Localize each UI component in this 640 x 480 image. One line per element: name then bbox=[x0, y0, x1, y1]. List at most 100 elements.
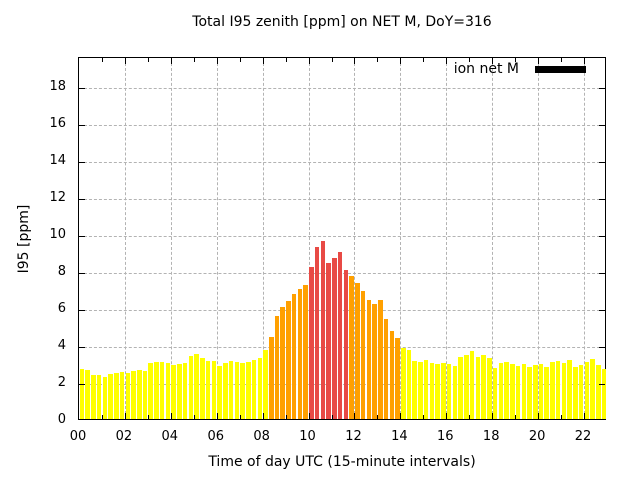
x-tick-label: 12 bbox=[345, 429, 362, 444]
tick-mark bbox=[124, 413, 126, 419]
tick-mark bbox=[308, 58, 310, 64]
tick-mark bbox=[216, 58, 218, 64]
bar bbox=[291, 294, 297, 419]
bar bbox=[286, 301, 291, 419]
tick-mark bbox=[469, 58, 471, 62]
bar bbox=[257, 357, 263, 419]
tick-mark bbox=[377, 415, 379, 419]
gridline-y bbox=[79, 87, 605, 89]
bar bbox=[171, 365, 176, 419]
tick-mark bbox=[599, 309, 605, 311]
bar bbox=[314, 246, 320, 419]
x-tick-label: 22 bbox=[574, 429, 592, 444]
tick-mark bbox=[561, 415, 563, 419]
bar bbox=[114, 372, 119, 419]
tick-mark bbox=[239, 58, 241, 62]
y-tick-label: 6 bbox=[57, 300, 66, 316]
gridline-y bbox=[79, 124, 605, 126]
bar bbox=[85, 369, 90, 419]
tick-mark bbox=[331, 58, 333, 62]
tick-mark bbox=[79, 161, 85, 163]
bar bbox=[280, 306, 285, 419]
y-tick-label: 0 bbox=[57, 412, 66, 427]
bar bbox=[343, 269, 349, 419]
gridline-x bbox=[124, 58, 126, 419]
gridline-y bbox=[79, 198, 605, 200]
bar bbox=[366, 300, 372, 419]
tick-mark bbox=[599, 198, 605, 200]
gridline-x bbox=[538, 58, 540, 419]
bar bbox=[532, 365, 538, 419]
x-tick-label: 14 bbox=[391, 429, 408, 444]
bar bbox=[389, 331, 395, 419]
bar bbox=[590, 358, 595, 419]
tick-mark bbox=[285, 415, 287, 419]
bar bbox=[372, 304, 377, 419]
y-tick-label: 2 bbox=[57, 374, 66, 390]
bar bbox=[355, 282, 360, 419]
bar bbox=[538, 364, 544, 419]
legend-swatch bbox=[535, 65, 586, 73]
bar bbox=[429, 363, 435, 419]
tick-mark bbox=[101, 415, 103, 419]
tick-mark bbox=[599, 383, 605, 385]
bar bbox=[584, 361, 590, 419]
bar bbox=[188, 356, 194, 419]
tick-mark bbox=[285, 58, 287, 62]
tick-mark bbox=[262, 58, 264, 64]
tick-mark bbox=[331, 415, 333, 419]
tick-mark bbox=[170, 413, 172, 419]
legend-label: ion net M bbox=[453, 61, 519, 77]
tick-mark bbox=[599, 161, 605, 163]
y-tick-label: 4 bbox=[57, 337, 66, 353]
bar bbox=[165, 362, 171, 419]
tick-mark bbox=[599, 87, 605, 89]
bar bbox=[596, 365, 601, 419]
gridline-y bbox=[79, 235, 605, 237]
bar bbox=[360, 291, 366, 419]
bar bbox=[510, 364, 515, 419]
y-tick-label: 16 bbox=[49, 115, 66, 131]
bar bbox=[200, 357, 205, 419]
bar bbox=[458, 356, 463, 419]
bar bbox=[148, 363, 153, 419]
tick-mark bbox=[469, 415, 471, 419]
bar bbox=[217, 366, 222, 419]
tick-mark bbox=[599, 235, 605, 237]
x-tick-label: 20 bbox=[528, 429, 546, 444]
tick-mark bbox=[79, 346, 85, 348]
bar bbox=[601, 369, 607, 419]
tick-mark bbox=[216, 413, 218, 419]
bar bbox=[423, 359, 429, 419]
bar bbox=[544, 367, 549, 419]
tick-mark bbox=[584, 413, 586, 419]
gridline-x bbox=[170, 58, 172, 419]
tick-mark bbox=[79, 87, 85, 89]
tick-mark bbox=[599, 272, 605, 274]
tick-mark bbox=[262, 413, 264, 419]
bar bbox=[395, 338, 400, 419]
x-tick-label: 04 bbox=[161, 429, 179, 444]
y-tick-label: 18 bbox=[49, 78, 66, 94]
bar bbox=[119, 371, 125, 419]
tick-mark bbox=[423, 415, 425, 419]
gridline-x bbox=[492, 58, 494, 419]
bar bbox=[108, 373, 113, 419]
bar bbox=[136, 369, 142, 419]
tick-mark bbox=[400, 413, 402, 419]
y-tick-label: 12 bbox=[49, 189, 66, 205]
bar bbox=[349, 276, 354, 419]
bar bbox=[550, 361, 555, 419]
bar bbox=[240, 363, 245, 419]
bar bbox=[418, 361, 423, 419]
bar bbox=[154, 361, 159, 419]
tick-mark bbox=[170, 58, 172, 64]
tick-mark bbox=[308, 413, 310, 419]
bar bbox=[464, 355, 469, 419]
tick-mark bbox=[354, 58, 356, 64]
bar bbox=[481, 355, 486, 419]
x-axis-title: Time of day UTC (15-minute intervals) bbox=[208, 454, 476, 470]
bar bbox=[125, 372, 131, 419]
tick-mark bbox=[538, 58, 540, 64]
